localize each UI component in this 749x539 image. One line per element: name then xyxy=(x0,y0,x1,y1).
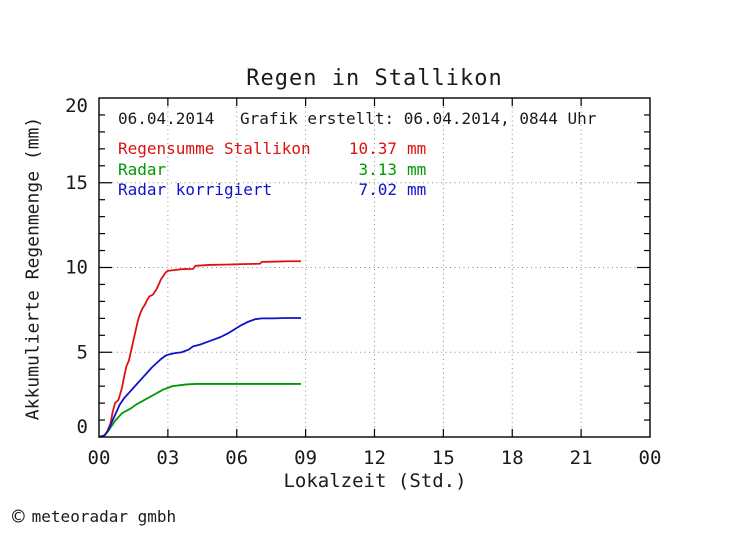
series-line-regensumme-stallikon xyxy=(98,260,302,438)
legend-row-radar: Radar 3.13 mm xyxy=(0,160,749,179)
legend-value: 10.37 xyxy=(348,139,397,158)
x-tick-label: 06 xyxy=(225,447,248,469)
created-timestamp: Grafik erstellt: 06.04.2014, 0844 Uhr xyxy=(240,109,597,128)
y-tick-label: 15 xyxy=(65,172,88,194)
y-axis-label: Akkumulierte Regenmenge (mm) xyxy=(22,116,44,421)
legend-row-regensumme: Regensumme Stallikon 10.37 mm xyxy=(0,139,749,158)
observation-date: 06.04.2014 xyxy=(118,109,215,128)
x-tick-label: 18 xyxy=(501,447,524,469)
copyright-text: meteoradar gmbh xyxy=(31,507,177,526)
x-tick-label: 15 xyxy=(432,447,455,469)
x-tick-label: 00 xyxy=(88,447,111,469)
x-tick-label: 00 xyxy=(639,447,662,469)
legend-label: Regensumme Stallikon xyxy=(118,139,311,158)
x-tick-label: 09 xyxy=(294,447,317,469)
x-tick-label: 12 xyxy=(363,447,386,469)
legend-unit: mm xyxy=(407,180,427,199)
legend-unit: mm xyxy=(407,139,427,158)
legend-label: Radar korrigiert xyxy=(118,180,273,199)
series-line-radar-korrigiert xyxy=(98,317,302,438)
legend-row-radar-korrigiert: Radar korrigiert 7.02 mm xyxy=(0,180,749,199)
y-tick-label: 5 xyxy=(77,341,88,363)
legend-label: Radar xyxy=(118,160,167,179)
x-tick-label: 21 xyxy=(570,447,593,469)
legend-unit: mm xyxy=(407,160,427,179)
y-tick-label: 20 xyxy=(65,95,88,117)
y-tick-label: 0 xyxy=(77,416,88,438)
legend-value: 3.13 xyxy=(358,160,397,179)
legend-value: 7.02 xyxy=(358,180,397,199)
series-line-radar xyxy=(98,383,302,438)
copyright-icon: © xyxy=(12,505,25,529)
y-tick-label: 10 xyxy=(65,257,88,279)
x-tick-label: 03 xyxy=(156,447,179,469)
copyright-notice: © meteoradar gmbh xyxy=(12,505,176,529)
x-axis-label: Lokalzeit (Std.) xyxy=(283,470,467,492)
page-title: Regen in Stallikon xyxy=(246,66,503,91)
